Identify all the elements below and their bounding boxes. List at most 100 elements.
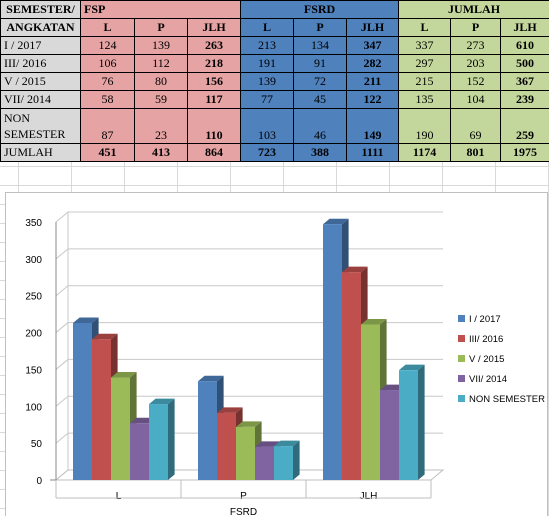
total-cell[interactable]: 451 (81, 144, 135, 162)
subcol-header[interactable]: JLH (188, 19, 241, 37)
table-cell[interactable]: 45 (294, 91, 347, 109)
table-cell[interactable]: 112 (135, 55, 188, 73)
table-cell[interactable]: 263 (188, 37, 241, 55)
y-tick-label: 150 (25, 365, 42, 376)
total-cell[interactable]: 864 (188, 144, 241, 162)
bar (111, 378, 130, 480)
bar (198, 381, 217, 480)
bar (255, 447, 274, 480)
table-cell[interactable]: 190 (399, 109, 451, 144)
table-cell[interactable]: 80 (135, 73, 188, 91)
table-cell[interactable]: 122 (347, 91, 399, 109)
subcol-header[interactable]: JLH (501, 19, 549, 37)
table-cell[interactable]: 273 (451, 37, 501, 55)
subcol-header[interactable]: L (399, 19, 451, 37)
table-cell[interactable]: 77 (241, 91, 294, 109)
total-cell[interactable]: 413 (135, 144, 188, 162)
table-cell[interactable]: 46 (294, 109, 347, 144)
table-cell[interactable]: 106 (81, 55, 135, 73)
table-cell[interactable]: 500 (501, 55, 549, 73)
table-cell[interactable]: 134 (294, 37, 347, 55)
row-label-header[interactable]: SEMESTER/ (1, 1, 81, 19)
gridline-side (56, 323, 68, 333)
bar (92, 339, 111, 480)
table-cell[interactable]: 203 (451, 55, 501, 73)
table-cell[interactable]: 58 (81, 91, 135, 109)
table-cell[interactable]: 72 (294, 73, 347, 91)
row-label-line: SEMESTER (4, 126, 77, 142)
table-cell[interactable]: 239 (501, 91, 549, 109)
bar (236, 427, 255, 480)
table-cell[interactable]: 337 (399, 37, 451, 55)
table-cell[interactable]: 259 (501, 109, 549, 144)
table-cell[interactable]: 104 (451, 91, 501, 109)
bar-side (168, 399, 175, 480)
table-cell[interactable]: 215 (399, 73, 451, 91)
y-tick-label: 200 (25, 329, 42, 340)
table-cell[interactable]: 211 (347, 73, 399, 91)
table-cell[interactable]: 124 (81, 37, 135, 55)
subcol-header[interactable]: L (241, 19, 294, 37)
x-tick-label: P (240, 491, 247, 502)
legend-swatch (458, 335, 465, 342)
total-label[interactable]: JUMLAH (1, 144, 81, 162)
total-cell[interactable]: 801 (451, 144, 501, 162)
table-cell[interactable]: 110 (188, 109, 241, 144)
table-cell[interactable]: 367 (501, 73, 549, 91)
table-cell[interactable]: 152 (451, 73, 501, 91)
row-label-header-2[interactable]: ANGKATAN (1, 19, 81, 37)
legend-swatch (458, 315, 465, 322)
gridline-side (56, 359, 68, 369)
table-cell[interactable]: 91 (294, 55, 347, 73)
table-cell[interactable]: 149 (347, 109, 399, 144)
table-cell[interactable]: 156 (188, 73, 241, 91)
group-header-fsrd[interactable]: FSRD (241, 1, 399, 19)
table-cell[interactable]: 139 (135, 37, 188, 55)
row-label[interactable]: VII/ 2014 (1, 91, 81, 109)
table-cell[interactable]: 87 (81, 109, 135, 144)
subcol-header[interactable]: P (135, 19, 188, 37)
table-cell[interactable]: 23 (135, 109, 188, 144)
table-cell[interactable]: 139 (241, 73, 294, 91)
table-cell[interactable]: 103 (241, 109, 294, 144)
subcol-header[interactable]: L (81, 19, 135, 37)
gridline-side (56, 286, 68, 296)
bar (361, 324, 380, 480)
table-cell[interactable]: 135 (399, 91, 451, 109)
y-tick-label: 100 (25, 402, 42, 413)
subcol-header[interactable]: P (294, 19, 347, 37)
group-header-fsp[interactable]: FSP (81, 1, 241, 19)
total-cell[interactable]: 1111 (347, 144, 399, 162)
table-cell[interactable]: 117 (188, 91, 241, 109)
group-header-jumlah[interactable]: JUMLAH (399, 1, 549, 19)
legend-label: VII/ 2014 (469, 374, 507, 385)
legend-swatch (458, 395, 465, 402)
table-cell[interactable]: 218 (188, 55, 241, 73)
table-cell[interactable]: 297 (399, 55, 451, 73)
bar (274, 446, 293, 480)
subcol-header[interactable]: JLH (347, 19, 399, 37)
row-label[interactable]: I / 2017 (1, 37, 81, 55)
total-cell[interactable]: 1174 (399, 144, 451, 162)
table-cell[interactable]: 282 (347, 55, 399, 73)
row-label[interactable]: V / 2015 (1, 73, 81, 91)
table-cell[interactable]: 213 (241, 37, 294, 55)
table-cell[interactable]: 59 (135, 91, 188, 109)
bar-side (293, 441, 300, 480)
table-cell[interactable]: 610 (501, 37, 549, 55)
total-cell[interactable]: 723 (241, 144, 294, 162)
table-cell[interactable]: 347 (347, 37, 399, 55)
table-cell[interactable]: 191 (241, 55, 294, 73)
total-cell[interactable]: 388 (294, 144, 347, 162)
table-cell[interactable]: 76 (81, 73, 135, 91)
total-cell[interactable]: 1975 (501, 144, 549, 162)
bar (130, 423, 149, 480)
table-cell[interactable]: 69 (451, 109, 501, 144)
subcol-header[interactable]: P (451, 19, 501, 37)
row-label[interactable]: III/ 2016 (1, 55, 81, 73)
